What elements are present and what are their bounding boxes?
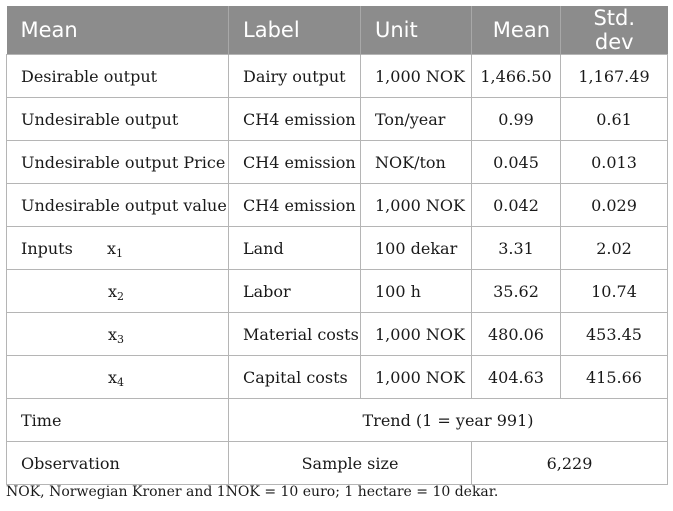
row-label: Dairy output (228, 54, 361, 98)
time-trend-value: Trend (1 = year 991) (228, 398, 668, 442)
row-label: Labor (228, 269, 361, 313)
row-std-dev: 10.74 (560, 269, 668, 313)
header-std-dev: Std. dev (560, 6, 668, 55)
row-label: CH4 emission (228, 140, 361, 184)
row-unit: 100 dekar (360, 226, 472, 270)
table-row: x3 Material costs 1,000 NOK 480.06 453.4… (6, 312, 668, 356)
row-label: CH4 emission (228, 97, 361, 141)
row-name: Undesirable output (6, 97, 229, 141)
row-name: Undesirable output Price (6, 140, 229, 184)
header-mean-category: Mean (6, 6, 229, 55)
row-name: Observation (6, 441, 229, 485)
row-label: Land (228, 226, 361, 270)
input-symbol: x1 (107, 238, 124, 260)
row-std-dev: 1,167.49 (560, 54, 668, 98)
row-label: Capital costs (228, 355, 361, 399)
row-unit: 1,000 NOK (360, 312, 472, 356)
row-std-dev: 0.013 (560, 140, 668, 184)
table-row: Undesirable output value CH4 emission 1,… (6, 183, 668, 227)
row-label: CH4 emission (228, 183, 361, 227)
table-row: Undesirable output CH4 emission Ton/year… (6, 97, 668, 141)
table-row-observation: Observation Sample size 6,229 (6, 441, 668, 485)
sample-size-label: Sample size (228, 441, 472, 485)
inputs-label: Inputs (21, 238, 73, 258)
row-unit: Ton/year (360, 97, 472, 141)
table-row: Undesirable output Price CH4 emission NO… (6, 140, 668, 184)
row-mean: 0.045 (471, 140, 561, 184)
row-mean: 0.99 (471, 97, 561, 141)
table-header-row: Mean Label Unit Mean Std. dev (6, 6, 668, 55)
input-symbol: x2 (6, 269, 229, 313)
table-row: Desirable output Dairy output 1,000 NOK … (6, 54, 668, 98)
row-mean: 1,466.50 (471, 54, 561, 98)
row-unit: 1,000 NOK (360, 183, 472, 227)
row-unit: NOK/ton (360, 140, 472, 184)
header-label: Label (228, 6, 361, 55)
header-unit: Unit (360, 6, 472, 55)
table-row-inputs: Inputs x1 Land 100 dekar 3.31 2.02 (6, 226, 668, 270)
inputs-cell: Inputs x1 (6, 226, 229, 270)
table-row-time: Time Trend (1 = year 991) (6, 398, 668, 442)
table-row: x4 Capital costs 1,000 NOK 404.63 415.66 (6, 355, 668, 399)
row-mean: 480.06 (471, 312, 561, 356)
row-name: Desirable output (6, 54, 229, 98)
row-std-dev: 0.61 (560, 97, 668, 141)
row-mean: 35.62 (471, 269, 561, 313)
row-std-dev: 0.029 (560, 183, 668, 227)
table-row: x2 Labor 100 h 35.62 10.74 (6, 269, 668, 313)
input-symbol: x3 (6, 312, 229, 356)
row-unit: 1,000 NOK (360, 54, 472, 98)
row-std-dev: 453.45 (560, 312, 668, 356)
row-std-dev: 415.66 (560, 355, 668, 399)
input-symbol: x4 (6, 355, 229, 399)
row-unit: 1,000 NOK (360, 355, 472, 399)
row-std-dev: 2.02 (560, 226, 668, 270)
row-mean: 3.31 (471, 226, 561, 270)
row-label: Material costs (228, 312, 361, 356)
statistics-table: Mean Label Unit Mean Std. dev Desirable … (6, 6, 668, 485)
row-name: Undesirable output value (6, 183, 229, 227)
sample-size-value: 6,229 (471, 441, 668, 485)
row-mean: 404.63 (471, 355, 561, 399)
header-mean: Mean (471, 6, 561, 55)
row-mean: 0.042 (471, 183, 561, 227)
row-name: Time (6, 398, 229, 442)
row-unit: 100 h (360, 269, 472, 313)
table-footnote: NOK, Norwegian Kroner and 1NOK = 10 euro… (6, 484, 499, 500)
